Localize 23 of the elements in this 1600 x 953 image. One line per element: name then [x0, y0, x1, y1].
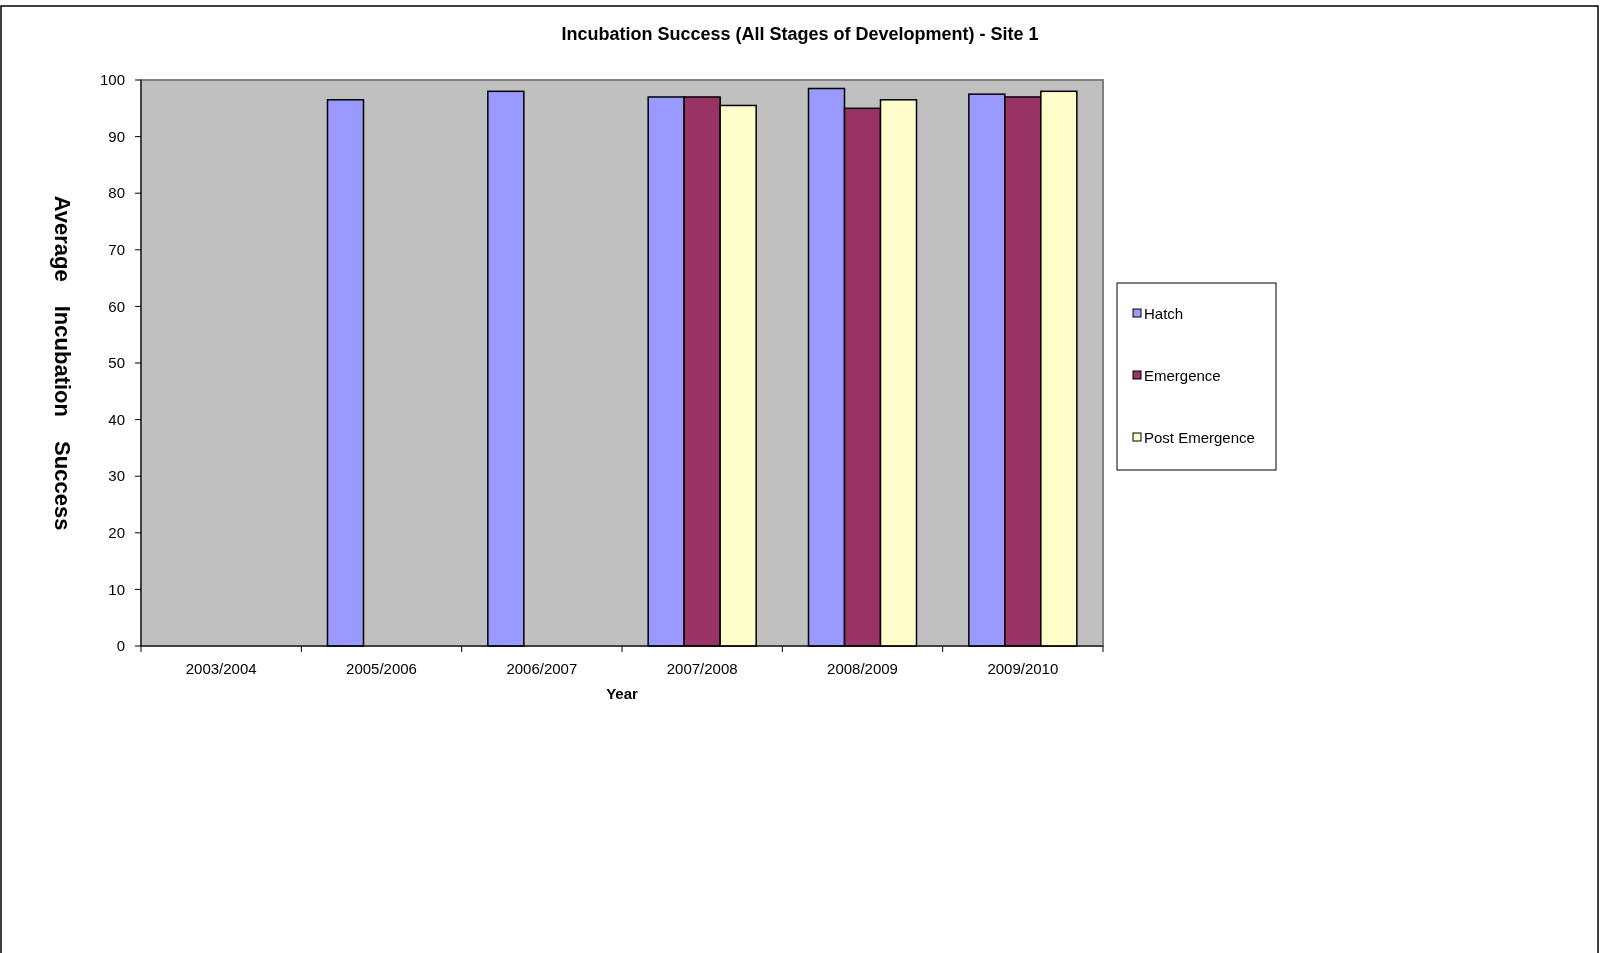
y-tick-label: 10 — [108, 580, 125, 598]
y-tick-label: 70 — [108, 241, 125, 259]
y-tick-label: 50 — [108, 354, 125, 372]
chart-title: Incubation Success (All Stages of Development) - Site 1 — [561, 24, 1039, 44]
x-tick-label: 2005/2006 — [346, 660, 417, 677]
y-tick-label: 80 — [108, 184, 125, 202]
x-tick-label: 2008/2009 — [827, 660, 898, 677]
legend-label: Post Emergence — [1144, 429, 1255, 447]
x-tick-label: 2006/2007 — [506, 660, 578, 677]
y-tick-label: 30 — [108, 467, 125, 485]
y-tick-label: 0 — [116, 637, 125, 655]
y-tick-label: 100 — [99, 71, 125, 89]
x-tick-label: 2009/2010 — [987, 660, 1059, 677]
y-tick-label: 20 — [108, 524, 125, 542]
x-axis-title: Year — [606, 685, 639, 702]
y-axis-title: Average Incubation Success — [50, 195, 75, 531]
y-tick-label: 40 — [108, 410, 125, 428]
x-tick-label: 2007/2008 — [666, 660, 738, 677]
legend-label: Hatch — [1144, 305, 1184, 323]
legend-label: Emergence — [1144, 367, 1221, 385]
y-tick-label: 60 — [108, 297, 125, 315]
x-tick-label: 2003/2004 — [185, 660, 257, 677]
y-tick-label: 90 — [108, 127, 125, 145]
